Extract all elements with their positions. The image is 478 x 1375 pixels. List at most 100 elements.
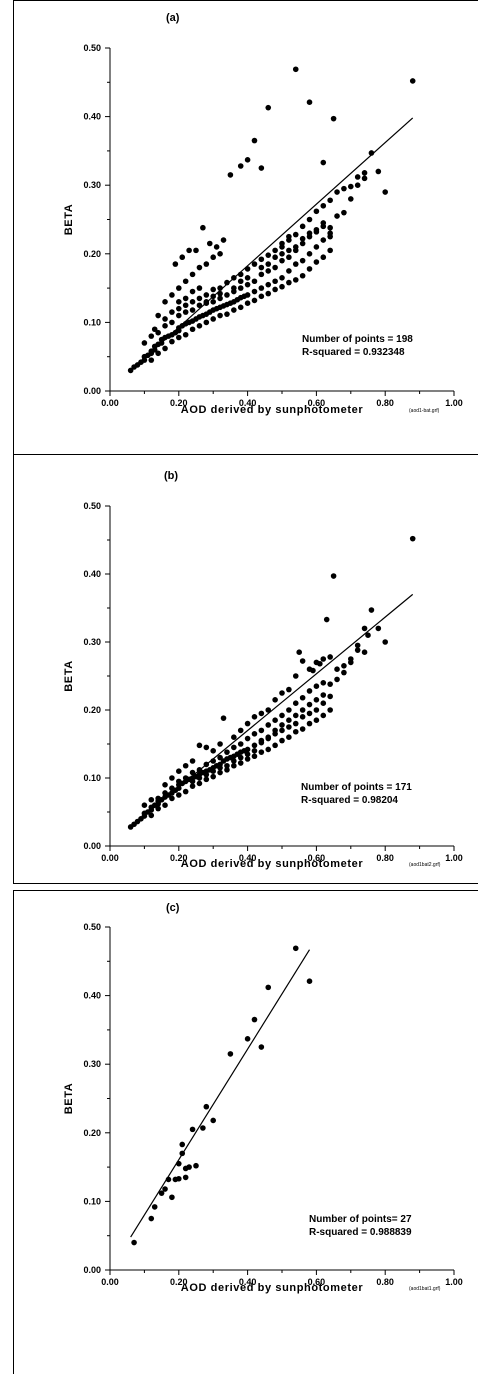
scatter-point (155, 350, 161, 357)
scatter-point (231, 307, 237, 313)
scatter-point (258, 749, 265, 755)
scatter-point (217, 312, 223, 319)
scatter-point (272, 697, 278, 703)
scatter-point (382, 189, 389, 195)
scatter-point (210, 748, 216, 754)
y-tick-label: 0.30 (83, 1059, 101, 1069)
scatter-point (220, 237, 227, 243)
scatter-point (231, 734, 237, 740)
scatter-point (251, 742, 258, 749)
y-tick-label: 0.40 (83, 112, 101, 122)
file-note: (aod1bat2.grf) (409, 862, 441, 868)
x-axis-title: AOD derived by sunphotometer (181, 404, 364, 416)
scatter-point (258, 285, 265, 291)
y-tick-label: 0.20 (83, 705, 101, 715)
scatter-point (334, 666, 340, 672)
scatter-point (148, 357, 155, 363)
chart-panel-a: 0.00 0.10 0.20 0.30 0.40 0.50 0.00 0.20 0.40 0.60… (13, 0, 478, 454)
y-tick-label: 0.50 (83, 43, 101, 53)
panel-label: (a) (166, 12, 180, 24)
scatter-point (272, 727, 278, 734)
scatter-point (299, 272, 306, 279)
scatter-point (193, 1162, 199, 1169)
scatter-point (361, 170, 368, 176)
scatter-point (292, 720, 299, 727)
scatter-point (272, 254, 278, 261)
scatter-point (327, 693, 333, 700)
y-tick-label: 0.00 (83, 841, 101, 851)
scatter-point (176, 299, 182, 305)
scatter-point (341, 663, 347, 669)
scatter-point (320, 254, 327, 261)
scatter-point (251, 1016, 258, 1023)
x-tick-label: 0.80 (376, 398, 394, 408)
scatter-point (237, 754, 244, 761)
scatter-point (182, 295, 189, 302)
y-tick-label: 0.10 (83, 1196, 101, 1206)
scatter-point (299, 235, 306, 242)
scatter-point (131, 1239, 137, 1246)
scatter-point (189, 769, 196, 776)
scatter-point (286, 686, 292, 693)
scatter-point (299, 240, 306, 247)
scatter-point (361, 175, 368, 182)
stats-annotation: Number of points = 198 (302, 334, 413, 345)
scatter-chart-c: 0.00 0.10 0.20 0.30 0.40 0.50 0.00 0.20 0.40 0.60… (63, 902, 463, 1294)
scatter-point (272, 286, 278, 293)
scatter-point (299, 658, 306, 664)
scatter-point (313, 208, 320, 215)
scatter-point (320, 159, 327, 166)
scatter-point (286, 247, 292, 254)
scatter-point (320, 220, 327, 226)
scatter-point (334, 213, 340, 219)
regression-line (130, 949, 311, 1238)
scatter-point (169, 1194, 175, 1201)
scatter-point (313, 244, 320, 250)
scatter-point (286, 717, 292, 723)
scatter-point (258, 737, 265, 744)
scatter-point (279, 251, 285, 257)
scatter-point (176, 285, 182, 291)
scatter-point (206, 240, 213, 247)
scatter-point (251, 714, 258, 720)
y-tick-label: 0.10 (83, 317, 101, 327)
scatter-point (189, 783, 196, 789)
scatter-point (189, 299, 196, 305)
scatter-point (265, 984, 272, 991)
scatter-point (182, 309, 189, 315)
scatter-point (176, 792, 182, 798)
scatter-point (182, 1174, 189, 1181)
scatter-point (375, 625, 382, 632)
scatter-point (162, 345, 168, 352)
scatter-point (210, 254, 216, 261)
scatter-point (320, 237, 327, 243)
y-axis-title: BETA (63, 204, 75, 236)
scatter-point (217, 285, 223, 291)
scatter-point (258, 727, 265, 734)
scatter-point (251, 731, 258, 737)
x-axis-title: AOD derived by sunphotometer (181, 1282, 364, 1294)
scatter-point (189, 758, 196, 764)
scatter-point (272, 278, 278, 285)
scatter-point (237, 271, 244, 278)
y-axis-title: BETA (63, 1083, 75, 1115)
scatter-point (203, 261, 210, 267)
scatter-point (299, 726, 306, 732)
x-tick-label: 0.80 (376, 1277, 394, 1287)
scatter-point (279, 737, 285, 744)
scatter-point (224, 311, 230, 317)
scatter-point (244, 275, 251, 281)
x-tick-label: 0.40 (239, 1277, 257, 1287)
x-tick-label: 0.20 (170, 853, 188, 863)
scatter-point (330, 573, 337, 579)
scatter-point (292, 945, 299, 952)
scatter-point (182, 278, 189, 285)
scatter-point (237, 285, 244, 291)
scatter-point (327, 197, 333, 204)
scatter-point (179, 1141, 186, 1148)
scatter-point (210, 286, 216, 293)
scatter-point (272, 717, 278, 723)
scatter-point (327, 654, 333, 660)
scatter-point (251, 753, 258, 760)
scatter-point (286, 268, 292, 274)
